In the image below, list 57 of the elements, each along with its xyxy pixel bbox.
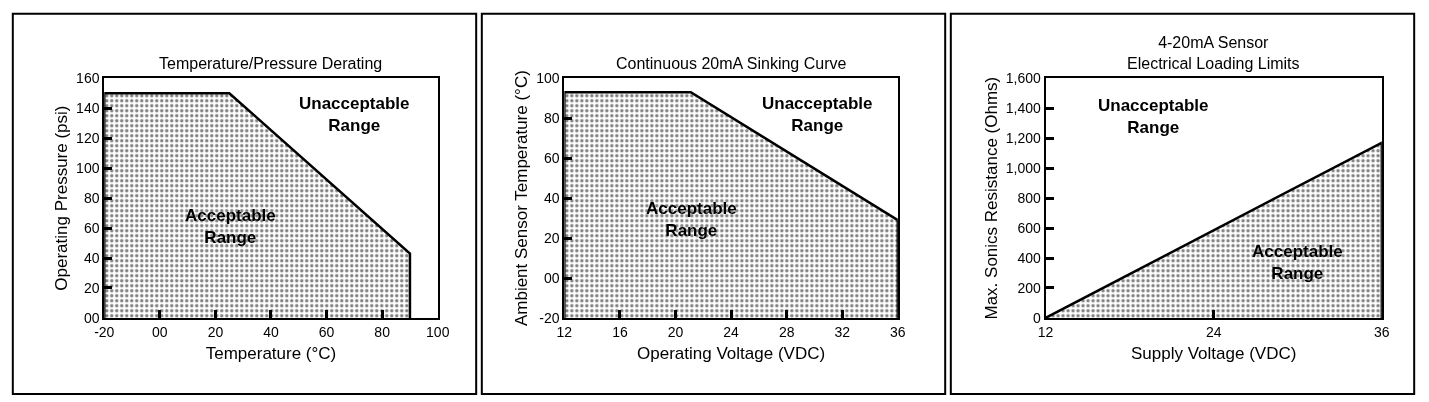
y-tick-label: 00 [543, 269, 560, 286]
y-tick-label: 120 [76, 130, 100, 147]
x-tick-label: 28 [778, 323, 795, 340]
y-axis-title: Max. Sonics Resistance (Ohms) [981, 76, 1001, 320]
annotation: Unacceptable Range [299, 94, 410, 136]
x-tick-label: 16 [612, 323, 628, 340]
y-tick-label: 800 [1017, 190, 1041, 206]
x-tick-label: 00 [152, 323, 168, 340]
y-tick-label: 400 [1017, 249, 1041, 266]
y-axis-title: Operating Pressure (psi) [52, 105, 72, 291]
y-tick-label: 80 [543, 110, 560, 127]
y-tick-label: -20 [539, 309, 560, 326]
y-tick-label: 200 [1017, 279, 1041, 296]
x-tick-label: 12 [556, 323, 573, 340]
y-tick-label: 140 [76, 100, 100, 117]
annotation: Acceptable Range [185, 206, 276, 248]
y-tick-label: 40 [83, 249, 100, 266]
annotation: Acceptable Range [1252, 242, 1343, 284]
x-axis-title: Supply Voltage (VDC) [1131, 343, 1297, 363]
x-tick-label: 80 [374, 323, 391, 340]
y-axis-title: Ambient Sensor Temperature (°C) [512, 70, 532, 327]
x-tick-label: 100 [426, 323, 450, 340]
x-axis-title: Temperature (°C) [205, 343, 337, 363]
y-tick-label: 00 [83, 309, 100, 326]
y-tick-label: 60 [543, 150, 560, 167]
y-tick-label: 1,600 [1005, 70, 1041, 87]
y-tick-label: 1,200 [1005, 130, 1041, 147]
annotation: Acceptable Range [646, 199, 737, 241]
y-tick-label: 100 [76, 160, 100, 177]
x-tick-label: -20 [94, 323, 115, 340]
y-tick-label: 80 [83, 190, 100, 206]
y-tick-label: 160 [76, 70, 100, 87]
x-tick-label: 60 [318, 323, 335, 340]
y-tick-label: 40 [543, 190, 560, 206]
annotation: Unacceptable Range [1098, 96, 1209, 138]
x-tick-label: 20 [667, 323, 684, 340]
chart-title: Temperature/Pressure Derating [159, 55, 383, 72]
y-tick-label: 600 [1017, 219, 1041, 236]
x-tick-label: 24 [1205, 323, 1222, 340]
chart-title: Continuous 20mA Sinking Curve [616, 55, 847, 72]
x-tick-label: 36 [890, 323, 906, 340]
x-tick-label: 12 [1037, 323, 1054, 340]
y-tick-label: 0 [1032, 309, 1041, 326]
chart-title: 4-20mA Sensor Electrical Loading Limits [1127, 34, 1300, 72]
y-tick-label: 20 [83, 279, 100, 296]
y-tick-label: 20 [543, 229, 560, 246]
y-tick-label: 1,400 [1005, 100, 1041, 117]
y-tick-label: 60 [83, 219, 100, 236]
x-axis-title: Operating Voltage (VDC) [637, 343, 826, 363]
x-tick-label: 24 [723, 323, 740, 340]
x-tick-label: 36 [1374, 323, 1390, 340]
y-tick-label: 100 [536, 70, 560, 87]
annotation: Unacceptable Range [762, 94, 873, 136]
x-tick-label: 20 [207, 323, 224, 340]
x-tick-label: 40 [263, 323, 279, 340]
y-tick-label: 1,000 [1005, 160, 1041, 177]
x-tick-label: 32 [834, 323, 851, 340]
